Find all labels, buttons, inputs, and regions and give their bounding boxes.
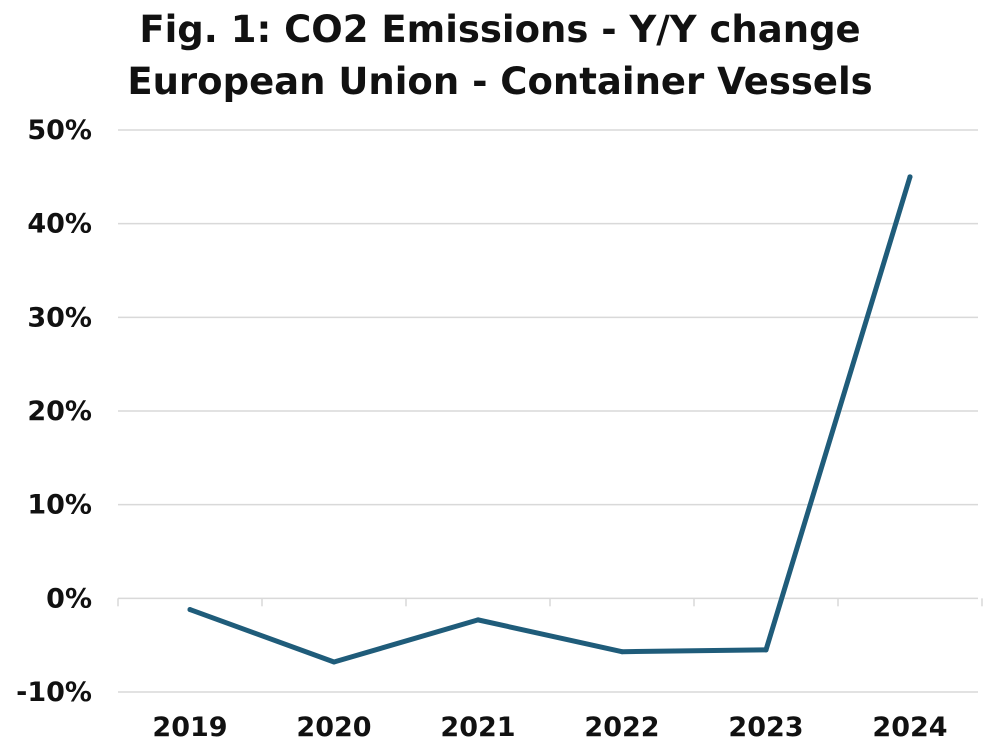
chart-title-block: Fig. 1: CO2 Emissions - Y/Y change Europ… [0,4,1000,108]
data-point-2020 [331,659,337,665]
y-axis-tick-labels: -10% 0% 10% 20% 30% 40% 50% [16,115,92,708]
x-tick-label: 2022 [584,712,659,743]
y-tick-label: 0% [46,583,92,614]
data-point-2023 [763,647,769,653]
y-tick-label: 40% [27,209,92,240]
chart-title: Fig. 1: CO2 Emissions - Y/Y change [139,8,861,51]
x-tick-label: 2020 [296,712,371,743]
chart-subtitle: European Union - Container Vessels [127,60,873,103]
x-tick-label: 2021 [440,712,515,743]
y-tick-label: 20% [27,396,92,427]
series-line [187,174,913,665]
data-point-2022 [619,649,625,655]
x-tick-label: 2024 [872,712,947,743]
series-group [187,174,913,665]
y-tick-label: 50% [27,115,92,146]
x-tick-label: 2023 [728,712,803,743]
data-point-2021 [475,617,481,623]
x-tick-label: 2019 [152,712,227,743]
gridlines [118,129,978,693]
data-point-2024 [907,174,913,180]
x-axis: 2019 2020 2021 2022 2023 2024 [117,597,983,743]
data-point-2019 [187,607,193,613]
y-tick-label: 30% [27,302,92,333]
y-tick-label: 10% [27,490,92,521]
y-tick-label: -10% [16,677,92,708]
